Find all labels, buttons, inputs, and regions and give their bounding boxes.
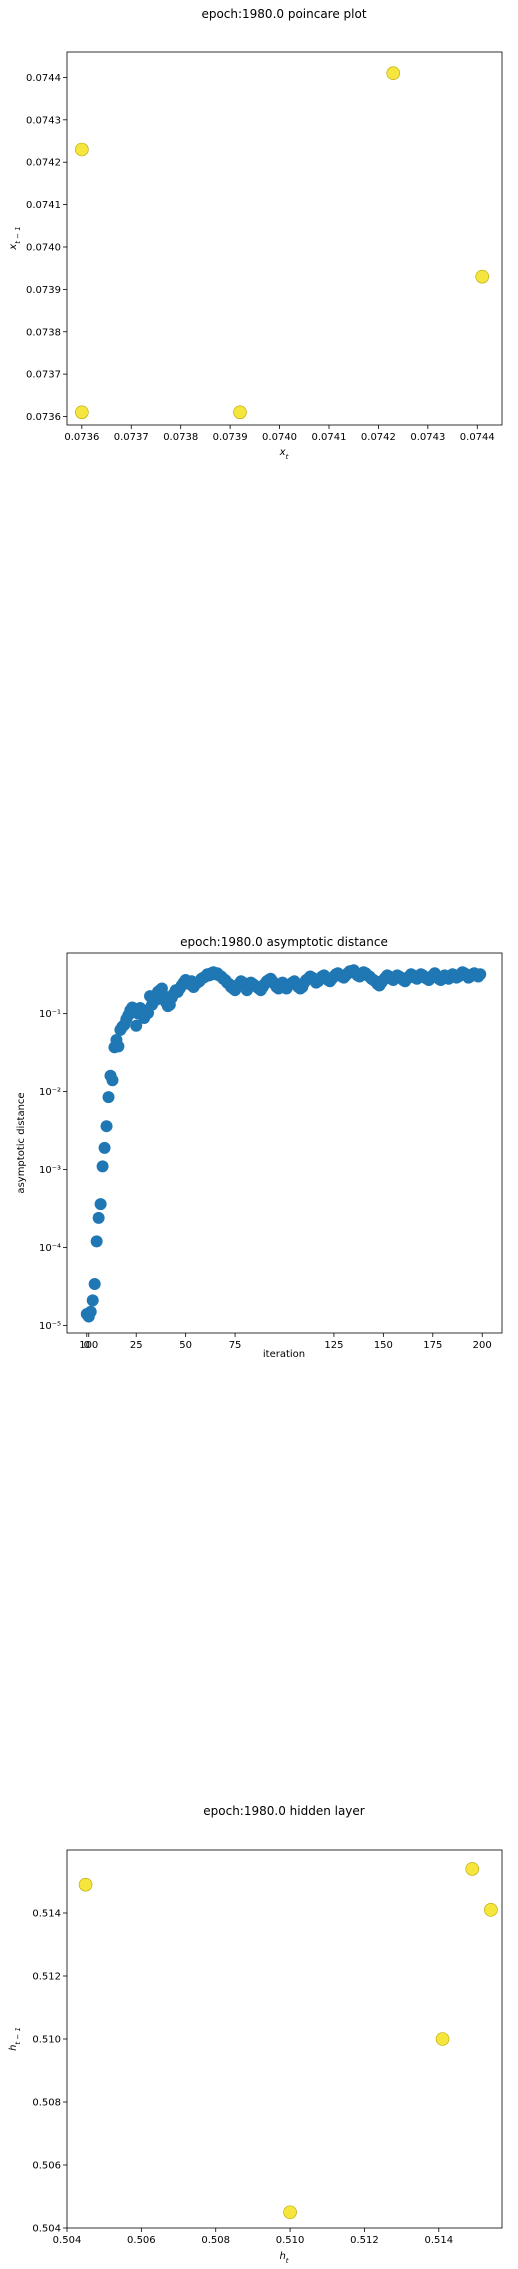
x-tick-label: 0 xyxy=(84,1340,90,1351)
x-tick-label: 150 xyxy=(374,1340,393,1351)
data-point xyxy=(386,66,401,80)
x-axis-label: iteration xyxy=(263,1349,305,1360)
data-point xyxy=(92,1211,105,1224)
y-tick-label: 0.514 xyxy=(32,1909,61,1920)
data-point xyxy=(96,1160,109,1173)
x-axis-label: xt xyxy=(279,447,289,461)
chart-title: epoch:1980.0 asymptotic distance xyxy=(180,935,388,949)
y-tick-label: 10⁻² xyxy=(39,1087,61,1098)
y-tick-label: 0.0737 xyxy=(26,370,61,381)
data-point xyxy=(90,1235,103,1248)
x-tick-label: 0.510 xyxy=(276,2235,305,2246)
data-point xyxy=(112,1040,125,1053)
y-tick-label: 0.0744 xyxy=(26,73,61,84)
y-tick-label: 10⁻¹ xyxy=(39,1009,61,1020)
data-point xyxy=(75,142,89,157)
x-ticks: 0.504 0.506 0.508 0.510 0.512 0.514 xyxy=(53,2228,453,2246)
data-point xyxy=(465,1862,480,1876)
data-point xyxy=(233,405,247,420)
plot-area-frame xyxy=(66,952,503,1334)
data-point xyxy=(435,2032,450,2046)
x-tick-label: 0.514 xyxy=(424,2235,453,2246)
data-point xyxy=(130,1019,143,1032)
data-point xyxy=(100,1120,113,1133)
data-point xyxy=(102,1091,115,1104)
hidden-layer-chart: epoch:1980.0 hidden layer 0.504 0.506 0.50… xyxy=(8,1804,503,2265)
y-tick-label: 0.506 xyxy=(32,2161,61,2172)
data-point xyxy=(84,1305,97,1318)
data-point xyxy=(88,1278,101,1291)
y-ticks: 10⁻⁵ 10⁻⁴ 10⁻³ 10⁻² 10⁻¹ xyxy=(39,1009,67,1332)
y-tick-label: 0.504 xyxy=(32,2224,61,2235)
x-ticks: 0 25 50 75 100 125 150 175 200 xyxy=(79,1333,492,1351)
x-tick-label: 0.0744 xyxy=(460,432,495,443)
x-tick-label: 175 xyxy=(423,1340,442,1351)
x-tick-label: 0.506 xyxy=(127,2235,156,2246)
x-axis-label: ht xyxy=(279,2251,288,2265)
x-tick-label: 125 xyxy=(324,1340,343,1351)
data-point xyxy=(78,1877,93,1892)
y-tick-label: 0.510 xyxy=(32,2035,61,2046)
x-tick-label: 0.0736 xyxy=(64,432,99,443)
y-tick-label: 0.0743 xyxy=(26,115,61,126)
plot-area-frame xyxy=(66,51,503,426)
x-tick-label: 75 xyxy=(229,1340,242,1351)
data-point xyxy=(283,2205,297,2220)
y-tick-label: 10⁻⁵ xyxy=(39,1321,61,1332)
data-points xyxy=(80,964,487,1323)
data-point xyxy=(98,1141,111,1154)
x-tick-label: 0.0737 xyxy=(114,432,149,443)
y-tick-label: 10⁻⁴ xyxy=(39,1243,61,1254)
data-point xyxy=(86,1294,99,1307)
y-tick-label: 0.0740 xyxy=(26,242,61,253)
x-tick-label: 0.504 xyxy=(53,2235,82,2246)
y-tick-label: 0.0739 xyxy=(26,285,61,296)
data-points xyxy=(78,1862,498,2220)
x-tick-label: 0.0742 xyxy=(361,432,396,443)
x-tick-label: 50 xyxy=(179,1340,192,1351)
data-point xyxy=(484,1903,498,1917)
y-axis-label: xt − 1 xyxy=(8,226,22,250)
data-point xyxy=(75,405,89,420)
y-tick-label: 0.0741 xyxy=(26,200,61,211)
data-point xyxy=(106,1074,119,1087)
y-axis-label: asymptotic distance xyxy=(16,1092,27,1193)
x-tick-label: 0.0739 xyxy=(213,432,248,443)
poincare-plot-chart: epoch:1980.0 poincare plot 0.0736 0.0737 0… xyxy=(8,7,503,461)
x-tick-label: 0.0743 xyxy=(410,432,445,443)
chart-title: epoch:1980.0 poincare plot xyxy=(201,7,366,21)
x-ticks: 0.0736 0.0737 0.0738 0.0739 0.0740 0.0741 0.07… xyxy=(64,425,495,443)
y-tick-label: 0.508 xyxy=(32,2098,61,2109)
x-tick-label: 100 xyxy=(79,1340,98,1351)
x-tick-label: 25 xyxy=(130,1340,143,1351)
y-tick-label: 0.0742 xyxy=(26,158,61,169)
x-tick-label: 0.0741 xyxy=(311,432,346,443)
x-tick-label: 0.0738 xyxy=(163,432,198,443)
data-point xyxy=(94,1198,107,1211)
x-tick-label: 0.0740 xyxy=(262,432,297,443)
x-tick-label: 0.512 xyxy=(350,2235,379,2246)
y-ticks: 0.504 0.506 0.508 0.510 0.512 0.514 xyxy=(32,1909,67,2235)
y-tick-label: 0.0736 xyxy=(26,412,61,423)
y-ticks: 0.0736 0.0737 0.0738 0.0739 0.0740 0.0741 0.07… xyxy=(26,73,67,423)
data-point xyxy=(474,968,487,981)
y-tick-label: 0.512 xyxy=(32,1972,61,1983)
y-tick-label: 0.0738 xyxy=(26,327,61,338)
y-tick-label: 10⁻³ xyxy=(39,1165,61,1176)
data-point xyxy=(475,269,490,284)
x-tick-label: 200 xyxy=(473,1340,492,1351)
y-axis-label: ht − 1 xyxy=(8,2027,22,2051)
data-points xyxy=(75,66,490,420)
chart-title: epoch:1980.0 hidden layer xyxy=(203,1804,365,1818)
x-tick-label: 0.508 xyxy=(201,2235,230,2246)
asymptotic-distance-chart: epoch:1980.0 asymptotic distance 0 25 50 75… xyxy=(16,935,503,1360)
